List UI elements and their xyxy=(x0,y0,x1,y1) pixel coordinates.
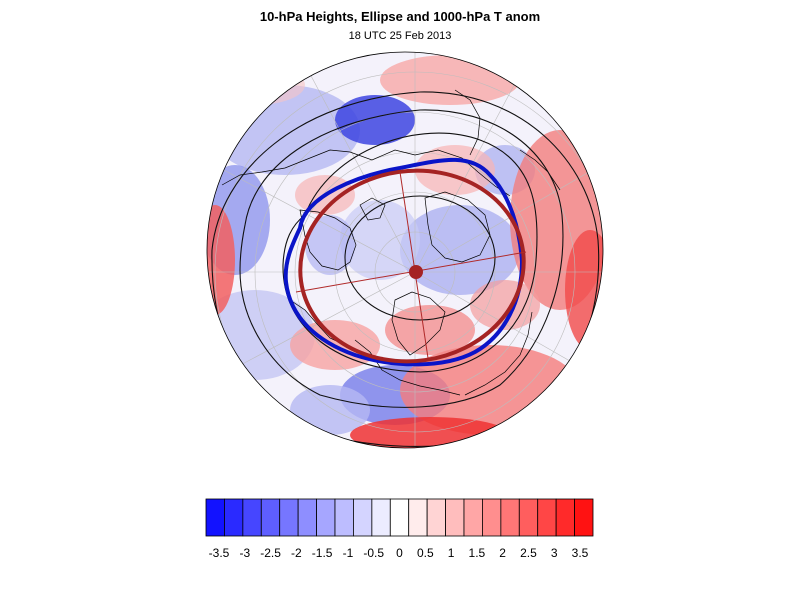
colorbar-tick-label: -1 xyxy=(343,546,354,560)
colorbar-box xyxy=(297,498,317,537)
colorbar-box xyxy=(445,498,465,537)
colorbar-box xyxy=(260,498,281,537)
colorbar-tick-label: 0.5 xyxy=(417,546,434,560)
colorbar-box xyxy=(224,498,244,537)
colorbar-tick-label: -3 xyxy=(239,546,250,560)
colorbar-box xyxy=(518,498,539,537)
colorbar-boxes xyxy=(205,498,594,537)
colorbar-box xyxy=(408,498,428,537)
ellipse-centroid xyxy=(409,265,423,279)
colorbar-tick-label: -0.5 xyxy=(363,546,384,560)
colorbar-box xyxy=(574,498,594,537)
colorbar-tick-label: 2 xyxy=(499,546,506,560)
colorbar-tick-label: -1.5 xyxy=(312,546,333,560)
colorbar-box xyxy=(371,498,391,537)
colorbar-box xyxy=(205,498,225,537)
colorbar-tick-label: 3.5 xyxy=(572,546,589,560)
colorbar-labels: -3.5 -3 -2.5 -2 -1.5 -1 -0.5 0 0.5 1 1.5 2 2.5 3 3.5 xyxy=(209,546,589,560)
colorbar-box xyxy=(500,498,520,537)
colorbar-box xyxy=(389,498,410,537)
colorbar-box xyxy=(482,498,502,537)
colorbar-box xyxy=(537,498,557,537)
colorbar-tick-label: 0 xyxy=(396,546,403,560)
map-boundary xyxy=(206,51,604,449)
colorbar-box xyxy=(316,498,336,537)
colorbar-tick-label: 1 xyxy=(448,546,455,560)
colorbar-tick-label: 3 xyxy=(551,546,558,560)
colorbar-tick-label: -3.5 xyxy=(209,546,230,560)
colorbar-tick-label: 2.5 xyxy=(520,546,537,560)
colorbar-tick-label: -2 xyxy=(291,546,302,560)
colorbar-box xyxy=(334,498,354,537)
colorbar-box xyxy=(353,498,373,537)
map-subtitle: 18 UTC 25 Feb 2013 xyxy=(348,30,452,42)
vortex-edge-contour xyxy=(283,157,525,367)
vortex-ellipse xyxy=(298,168,526,364)
colorbar-box xyxy=(463,498,483,537)
colorbar-box xyxy=(279,498,299,537)
colorbar-box xyxy=(555,498,575,537)
colorbar-box xyxy=(242,498,262,537)
colorbar-box xyxy=(426,498,446,537)
colorbar-tick-label: -2.5 xyxy=(260,546,281,560)
colorbar-tick-label: 1.5 xyxy=(469,546,486,560)
map-title: 10-hPa Heights, Ellipse and 1000-hPa T a… xyxy=(259,9,541,24)
